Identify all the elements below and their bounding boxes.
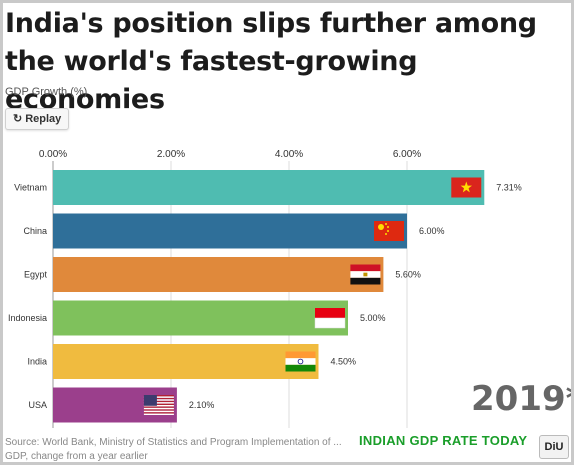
x-tick-label: 6.00%	[393, 149, 421, 160]
bar-indonesia	[53, 300, 348, 336]
bar-chart: 0.00% 2.00% 4.00% 6.00% Vietnam 7.31% China 6.0…	[8, 149, 522, 428]
replay-icon: ↻	[13, 113, 23, 125]
value-label: 6.00%	[419, 226, 445, 236]
usa-flag-icon	[143, 395, 174, 415]
year-label: 2019*	[471, 379, 574, 419]
replay-label: Replay	[25, 113, 62, 125]
india-flag-icon	[285, 351, 316, 372]
replay-button[interactable]: ↻ Replay	[5, 108, 70, 130]
x-tick-label: 4.00%	[275, 149, 303, 160]
category-label: India	[27, 357, 47, 367]
source-note: Source: World Bank, Ministry of Statisti…	[5, 437, 342, 462]
x-tick-label: 2.00%	[157, 149, 185, 160]
x-tick-label: 0.00%	[39, 149, 67, 160]
chart-subtitle: GDP Growth (%)	[5, 86, 88, 98]
value-label: 7.31%	[496, 183, 522, 193]
indonesia-flag-icon	[314, 308, 346, 329]
bar-egypt	[53, 257, 384, 292]
value-label: 4.50%	[331, 357, 357, 367]
watermark-text: INDIAN GDP RATE TODAY	[359, 433, 528, 448]
category-label: Vietnam	[14, 183, 47, 193]
china-flag-icon	[374, 221, 404, 241]
value-label: 5.00%	[360, 313, 386, 323]
category-label: China	[23, 226, 47, 236]
value-label: 2.10%	[189, 400, 215, 410]
chart-title: India's position slips further among the…	[5, 8, 537, 115]
category-label: USA	[28, 400, 47, 410]
value-label: 5.60%	[395, 270, 421, 280]
vietnam-flag-icon	[451, 177, 482, 198]
egypt-flag-icon	[350, 264, 381, 285]
bar-vietnam	[53, 170, 485, 205]
bar-china	[53, 213, 407, 249]
logo: DiU	[539, 435, 569, 459]
bar-india	[53, 344, 319, 379]
category-label: Egypt	[24, 270, 48, 280]
category-label: Indonesia	[8, 313, 47, 323]
